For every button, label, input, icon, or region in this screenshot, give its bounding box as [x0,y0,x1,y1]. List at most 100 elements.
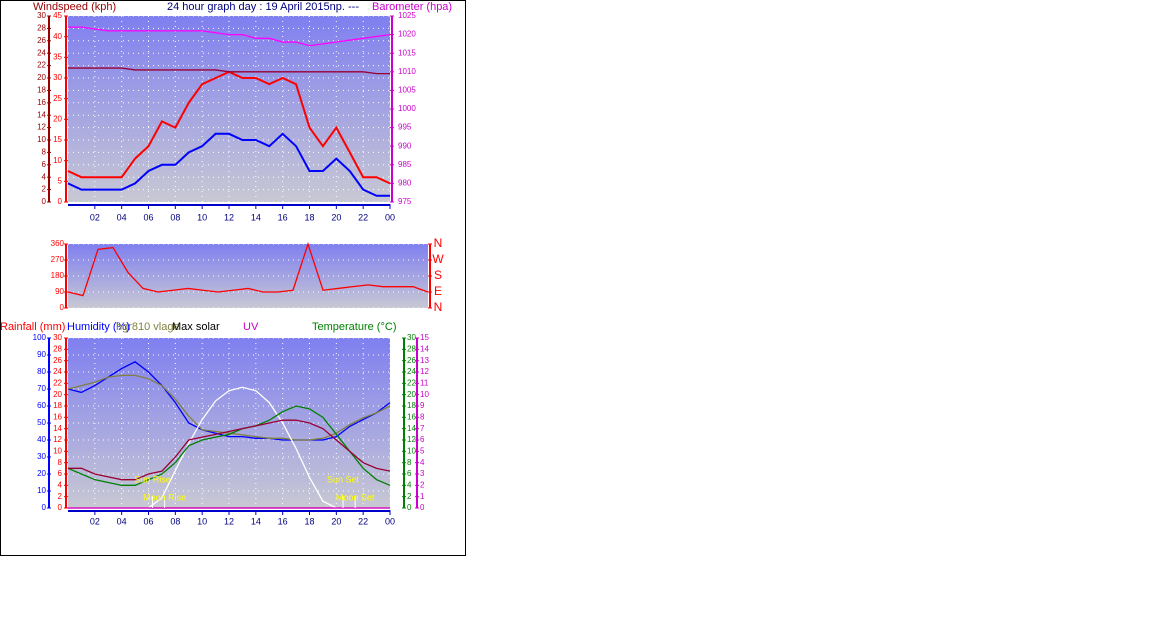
y2-tick-label: 1000 [398,104,416,113]
y3-tick-label: 0 [58,197,63,206]
y2-tick-label: 995 [398,123,412,132]
series-line [67,241,429,297]
y-tick-label: 50 [37,418,46,427]
legend-label: hgr810 vlage [116,321,180,333]
y2-tick-label: E [434,284,442,298]
y2-tick-label: 1020 [398,30,416,39]
y-tick-label: 20 [37,73,46,82]
y-tick-label: 26 [37,36,46,45]
y2-tick-label: 20 [407,390,416,399]
y-tick-label: 10 [37,135,46,144]
y2-axis-title: Barometer (hpa) [372,1,452,13]
y4-tick-label: 12 [420,367,429,376]
y3-tick-label: 35 [53,52,62,61]
y3-tick-label: 10 [53,156,62,165]
y3-tick-label: 0 [58,503,63,512]
y3-tick-label: 4 [58,480,63,489]
y2-tick-label: 990 [398,141,412,150]
y3-tick-label: 5 [58,176,63,185]
y-tick-label: 14 [37,110,46,119]
series-line [68,26,391,47]
x-tick-label: 20 [331,516,341,526]
x-tick-label: 10 [197,212,207,222]
series-line [67,132,390,197]
y-tick-label: 70 [37,384,46,393]
y2-tick-label: W [432,252,444,266]
y2-tick-label: 4 [407,480,412,489]
y3-tick-label: 40 [53,32,62,41]
y4-tick-label: 7 [420,424,425,433]
x-tick-label: 04 [117,516,127,526]
y3-tick-label: 24 [53,367,62,376]
y4-tick-label: 2 [420,480,425,489]
y3-tick-label: 18 [53,401,62,410]
y4-tick-label: 5 [420,446,425,455]
y3-tick-label: 2 [58,492,63,501]
y2-tick-label: 0 [407,503,412,512]
y2-tick-label: 26 [407,356,416,365]
x-tick-label: 20 [331,212,341,222]
y3-tick-label: 12 [53,435,62,444]
y3-tick-label: 25 [53,94,62,103]
y2-tick-label: 1010 [398,67,416,76]
y-tick-label: 40 [37,435,46,444]
x-tick-label: 18 [304,516,314,526]
y3-tick-label: 14 [53,424,62,433]
y4-tick-label: 0 [420,503,425,512]
y2-tick-label: N [434,300,443,314]
x-tick-label: 14 [251,212,261,222]
y2-tick-label: 6 [407,469,412,478]
y3-tick-label: 30 [53,333,62,342]
y-tick-label: 22 [37,61,46,70]
y-tick-label: 270 [51,255,65,264]
y-tick-label: 0 [42,503,47,512]
series-line [68,419,391,481]
y3-tick-label: 20 [53,114,62,123]
chart-title: 24 hour graph day : 19 April 2015np. --- [167,1,359,13]
y3-tick-label: 26 [53,356,62,365]
x-tick-label: 14 [251,516,261,526]
y-tick-label: 30 [37,452,46,461]
y3-tick-label: 20 [53,390,62,399]
legend-label: Rainfall (mm) [0,321,65,333]
series-line [67,374,391,441]
y4-tick-label: 3 [420,469,425,478]
y2-tick-label: 22 [407,378,416,387]
y-tick-label: 28 [37,24,46,33]
y2-tick-label: 10 [407,446,416,455]
y4-tick-label: 9 [420,401,425,410]
y3-tick-label: 30 [53,73,62,82]
plot-area [68,16,390,202]
x-tick-label: 22 [358,516,368,526]
y-tick-label: 18 [37,86,46,95]
series-line [67,405,391,486]
y-tick-label: 12 [37,123,46,132]
y-tick-label: 60 [37,401,46,410]
y2-tick-label: 18 [407,401,416,410]
x-tick-label: 02 [90,516,100,526]
y2-tick-label: 28 [407,344,416,353]
series-line [68,67,390,75]
y2-tick-label: 2 [407,492,412,501]
y4-tick-label: 4 [420,458,425,467]
y-tick-label: 24 [37,48,46,57]
y-tick-label: 90 [55,287,64,296]
legend-label: UV [243,321,259,333]
y-tick-label: 360 [51,239,65,248]
x-tick-label: 22 [358,212,368,222]
legend-label: Temperature (°C) [312,321,396,333]
legend-label: Humidity (%) [67,321,130,333]
y3-tick-label: 8 [58,458,63,467]
y3-tick-label: 22 [53,378,62,387]
y-tick-label: 10 [37,486,46,495]
y3-tick-label: 45 [53,11,62,20]
y-tick-label: 180 [51,271,65,280]
y2-tick-label: 8 [407,458,412,467]
y4-tick-label: 10 [420,390,429,399]
x-tick-label: 08 [170,212,180,222]
y2-tick-label: N [434,236,443,250]
y-tick-label: 80 [37,367,46,376]
y-tick-label: 0 [60,303,65,312]
